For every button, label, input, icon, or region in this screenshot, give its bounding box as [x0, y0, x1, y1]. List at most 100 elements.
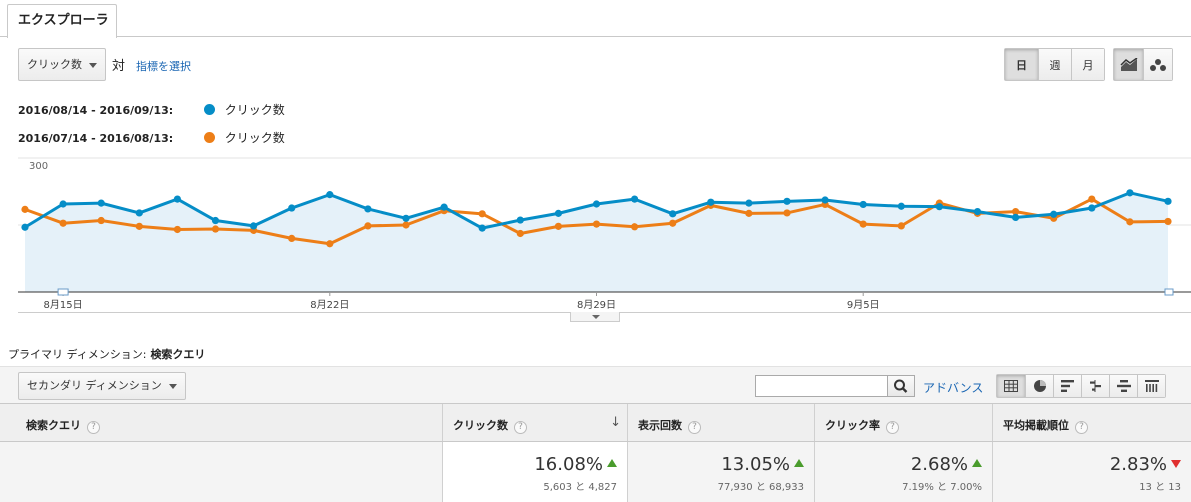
chart-collapse-handle[interactable]: [570, 312, 620, 322]
column-header-label: 検索クエリ: [26, 419, 81, 432]
period-week-button[interactable]: 週: [1038, 49, 1071, 80]
secondary-dimension-label: セカンダリ ディメンション: [27, 379, 162, 392]
legend-date-range: 2016/07/14 - 2016/08/13:: [18, 132, 174, 145]
view-data-button[interactable]: [997, 375, 1025, 397]
grid-icon: [1004, 380, 1018, 392]
data-point-previous: [516, 229, 524, 238]
view-term-cloud-button[interactable]: [1109, 375, 1137, 397]
data-point-current: [973, 208, 982, 216]
data-point-current: [440, 203, 448, 211]
column-header-clicks[interactable]: クリック数? ↓: [442, 404, 627, 441]
data-point-previous: [59, 219, 67, 227]
comparison-icon: [1089, 380, 1101, 392]
summary-detail: 13 と 13: [1139, 482, 1181, 493]
summary-change: 2.68%: [815, 454, 982, 475]
legend-dot-previous: [203, 132, 215, 143]
data-point-current: [707, 198, 715, 206]
period-month-button[interactable]: 月: [1071, 49, 1104, 80]
data-point-previous: [745, 209, 753, 217]
arrow-up-icon: [972, 459, 982, 467]
range-marker: [1164, 288, 1174, 296]
data-point-current: [97, 199, 105, 207]
pivot-icon: [1144, 380, 1159, 392]
view-performance-button[interactable]: [1053, 375, 1081, 397]
view-comparison-button[interactable]: [1081, 375, 1109, 397]
search-icon: [894, 379, 908, 393]
range-marker: [57, 288, 69, 296]
help-icon[interactable]: ?: [514, 421, 527, 434]
table-view-toggle: [996, 374, 1166, 398]
summary-cell-avg-position: 2.83% 13 と 13: [992, 442, 1191, 502]
help-icon[interactable]: ?: [886, 421, 899, 434]
data-point-previous: [364, 222, 372, 230]
select-metric-link[interactable]: 指標を選択: [136, 60, 191, 73]
chevron-down-icon: [592, 315, 600, 319]
data-point-current: [402, 214, 410, 222]
view-pie-button[interactable]: [1025, 375, 1053, 397]
vs-label: 対: [112, 59, 126, 74]
summary-detail: 7.19% と 7.00%: [902, 482, 982, 493]
data-point-current: [135, 209, 143, 217]
line-chart-button[interactable]: [1114, 49, 1143, 80]
x-tick-label: 8月22日: [310, 299, 349, 311]
column-header-ctr[interactable]: クリック率?: [814, 404, 992, 441]
y-tick-label: 300: [29, 161, 48, 172]
primary-dimension: プライマリ ディメンション: 検索クエリ: [8, 346, 205, 362]
legend-series-label: クリック数: [224, 103, 285, 117]
motion-chart-button[interactable]: [1143, 49, 1172, 80]
summary-row: 16.08% 5,603 と 4,827 13.05% 77,930 と 68,…: [0, 442, 1191, 502]
data-point-previous: [592, 220, 601, 228]
x-tick-label: 8月15日: [44, 299, 83, 311]
table-header: 検索クエリ? クリック数? ↓ 表示回数? クリック率? 平均掲載順位?: [0, 404, 1191, 442]
legend-row-current: 2016/08/14 - 2016/09/13: クリック数: [18, 101, 285, 118]
data-point-previous: [783, 209, 791, 217]
tab-explorer[interactable]: エクスプローラ: [7, 4, 117, 38]
primary-dimension-value[interactable]: 検索クエリ: [150, 348, 206, 361]
summary-cell-query: [0, 442, 442, 502]
summary-change: 13.05%: [628, 454, 804, 475]
x-tick-label: 9月5日: [847, 299, 880, 311]
data-point-previous: [326, 240, 334, 248]
column-header-impressions[interactable]: 表示回数?: [627, 404, 814, 441]
view-pivot-button[interactable]: [1137, 375, 1165, 397]
help-icon[interactable]: ?: [688, 421, 701, 434]
metric-dropdown[interactable]: クリック数: [18, 48, 106, 81]
column-header-label: クリック数: [453, 419, 508, 432]
x-tick-label: 8月29日: [577, 299, 616, 311]
data-point-current: [326, 191, 334, 199]
summary-detail: 5,603 と 4,827: [543, 482, 617, 493]
data-point-previous: [173, 225, 181, 234]
data-point-previous: [478, 210, 486, 218]
data-point-current: [669, 210, 677, 218]
data-point-previous: [135, 222, 143, 230]
table-search-input[interactable]: [755, 375, 889, 397]
chevron-down-icon: [89, 62, 97, 68]
data-point-previous: [288, 234, 296, 242]
column-header-query[interactable]: 検索クエリ?: [0, 404, 442, 441]
legend-dot-current: [203, 104, 215, 115]
pie-chart-icon: [1033, 380, 1046, 392]
term-cloud-icon: [1116, 380, 1131, 392]
data-point-previous: [402, 221, 410, 229]
data-point-previous: [1088, 195, 1096, 203]
data-point-previous: [211, 225, 220, 233]
data-point-previous: [97, 216, 105, 225]
period-day-button[interactable]: 日: [1005, 49, 1038, 80]
data-point-previous: [669, 219, 677, 227]
help-icon[interactable]: ?: [1075, 421, 1088, 434]
period-toggle: 日 週 月: [1004, 48, 1105, 81]
bar-chart-icon: [1060, 380, 1074, 392]
data-point-current: [1088, 204, 1096, 212]
search-button[interactable]: [887, 375, 915, 397]
secondary-dimension-dropdown[interactable]: セカンダリ ディメンション: [18, 372, 186, 400]
help-icon[interactable]: ?: [87, 421, 100, 434]
column-header-avg-position[interactable]: 平均掲載順位?: [992, 404, 1191, 441]
data-point-previous: [859, 220, 867, 228]
data-point-previous: [897, 222, 905, 230]
summary-cell-ctr: 2.68% 7.19% と 7.00%: [814, 442, 992, 502]
data-point-current: [859, 200, 867, 209]
data-point-current: [592, 200, 601, 208]
data-point-current: [935, 203, 944, 211]
advanced-filter-link[interactable]: アドバンス: [923, 381, 984, 395]
bubble-chart-icon: [1150, 58, 1166, 71]
